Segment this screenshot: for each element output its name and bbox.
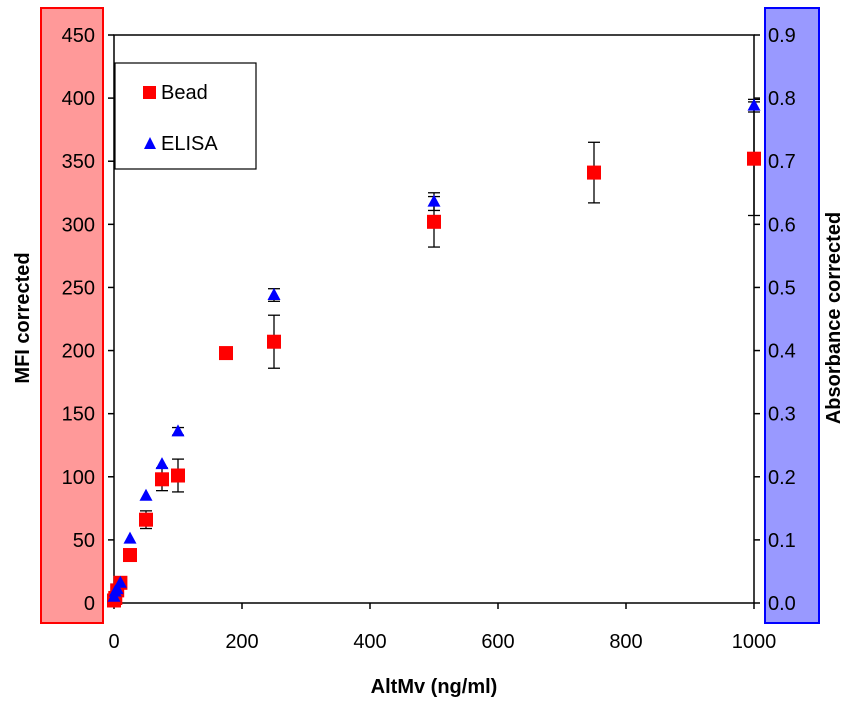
left-y-tick-label: 50 — [73, 530, 95, 552]
right-y-tick-label: 0.1 — [768, 530, 796, 552]
data-point-bead — [155, 472, 169, 487]
legend-marker-bead — [143, 86, 156, 99]
data-point-elisa — [747, 98, 761, 111]
left-y-axis-title: MFI corrected — [12, 252, 34, 383]
right-y-tick-label: 0.2 — [768, 467, 796, 489]
legend-label-bead: Bead — [161, 82, 208, 104]
right-y-tick-label: 0.4 — [768, 341, 796, 363]
data-point-elisa — [171, 424, 185, 437]
axis-tick-labels: 0 50 100 150 200 250 300 350 400 450 0.0 0.1 0.2 0.3 0… — [62, 25, 796, 653]
x-tick-label: 1000 — [732, 631, 777, 653]
left-y-tick-label: 400 — [62, 88, 95, 110]
x-tick-label: 0 — [108, 631, 119, 653]
right-y-axis-title: Absorbance corrected — [823, 212, 845, 424]
right-axis-highlight — [764, 7, 820, 624]
right-y-tick-label: 0.3 — [768, 404, 796, 426]
right-y-tick-label: 0.9 — [768, 25, 796, 47]
x-tick-label: 600 — [481, 631, 514, 653]
legend-marker-elisa — [144, 137, 156, 149]
data-point-elisa — [155, 457, 169, 470]
data-point-elisa — [123, 531, 137, 544]
left-y-tick-label: 300 — [62, 214, 95, 236]
data-point-elisa — [113, 575, 127, 588]
data-point-elisa — [110, 582, 124, 595]
data-point-bead — [747, 151, 761, 166]
data-point-bead — [123, 548, 137, 563]
x-tick-label: 800 — [609, 631, 642, 653]
x-tick-label: 200 — [225, 631, 258, 653]
data-point-bead — [587, 165, 601, 180]
left-y-tick-label: 450 — [62, 25, 95, 47]
left-y-tick-label: 350 — [62, 151, 95, 173]
left-y-tick-label: 150 — [62, 404, 95, 426]
data-point-elisa — [427, 194, 441, 207]
data-point-elisa — [267, 288, 281, 301]
left-axis-highlight — [40, 7, 104, 624]
left-y-tick-label: 0 — [84, 593, 95, 615]
right-y-tick-label: 0.7 — [768, 151, 796, 173]
data-point-bead — [219, 346, 233, 361]
legend-label-elisa: ELISA — [161, 133, 218, 155]
data-point-bead — [139, 512, 153, 527]
data-markers — [107, 98, 761, 608]
right-y-tick-label: 0.0 — [768, 593, 796, 615]
right-y-tick-label: 0.8 — [768, 88, 796, 110]
right-y-tick-label: 0.5 — [768, 277, 796, 299]
left-y-tick-label: 250 — [62, 277, 95, 299]
data-point-bead — [267, 334, 281, 349]
data-point-elisa — [139, 488, 153, 501]
legend-box — [114, 62, 257, 170]
legend: Bead ELISA — [114, 62, 257, 170]
x-tick-label: 400 — [353, 631, 386, 653]
left-y-tick-label: 200 — [62, 341, 95, 363]
data-point-bead — [171, 468, 185, 483]
x-axis-title: AltMv (ng/ml) — [371, 676, 498, 698]
right-y-tick-label: 0.6 — [768, 214, 796, 236]
data-point-bead — [427, 214, 441, 229]
left-y-tick-label: 100 — [62, 467, 95, 489]
